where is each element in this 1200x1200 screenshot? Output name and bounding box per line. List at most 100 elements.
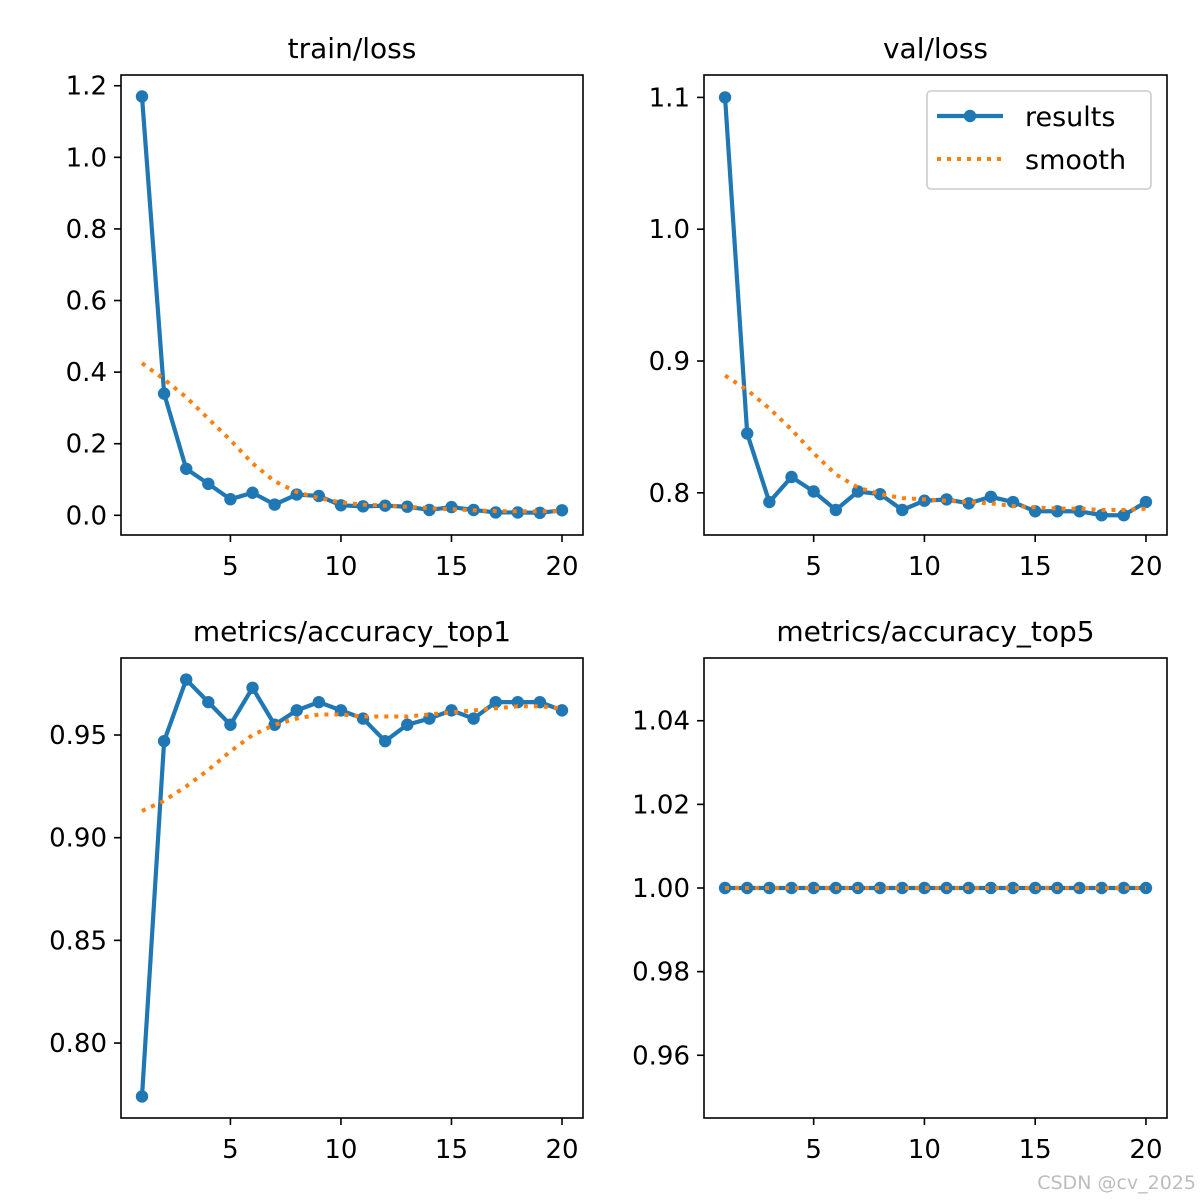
data-point-results — [873, 881, 887, 895]
data-point-results — [555, 504, 569, 517]
subplot-4: metrics/accuracy_top5 5 10 15 20 0.96 0.98 1.00… — [632, 615, 1168, 1165]
x-tick-label: 15 — [435, 552, 468, 582]
data-point-results — [1095, 509, 1108, 522]
data-point-results — [896, 503, 909, 517]
data-point-results — [740, 427, 754, 440]
y-tick-label: 0.80 — [49, 1029, 107, 1059]
plot-frame — [703, 74, 1168, 536]
x-tick-label: 5 — [222, 552, 239, 582]
y-tick-label: 0.0 — [66, 501, 107, 531]
legend: results smooth — [926, 90, 1152, 190]
x-tick-label: 5 — [805, 552, 822, 582]
data-point-results — [1117, 509, 1131, 522]
x-tick-label: 15 — [1019, 1135, 1052, 1165]
data-point-results — [984, 881, 998, 895]
data-point-results — [401, 500, 414, 513]
series-smooth-line — [140, 361, 563, 514]
series-results-line — [139, 96, 563, 515]
data-point-results — [489, 695, 502, 709]
y-tick-label: 1.0 — [649, 215, 690, 245]
subplot-title: metrics/accuracy_top1 — [193, 615, 511, 648]
subplot-title: val/loss — [883, 32, 988, 65]
subplot-1: train/loss 5 10 15 20 0.0 0.2 0.4 0.6 0.8 1.0 1.2 — [66, 32, 584, 582]
y-tick-label: 0.2 — [66, 430, 107, 460]
y-tick-label: 0.96 — [632, 1041, 690, 1071]
x-tick-label: 20 — [1129, 552, 1162, 582]
data-point-results — [180, 462, 193, 475]
y-tick-label: 1.1 — [649, 83, 690, 113]
data-point-results — [785, 881, 798, 895]
watermark: CSDN @cv_2025 — [1037, 1172, 1196, 1194]
data-point-results — [873, 487, 887, 501]
data-point-results — [135, 1090, 149, 1103]
data-point-results — [224, 493, 237, 506]
data-point-results — [807, 485, 820, 498]
series-results-line — [139, 677, 563, 1097]
y-tick-label: 0.90 — [49, 824, 107, 854]
x-tick-label: 10 — [324, 552, 357, 582]
data-point-results — [246, 486, 259, 499]
x-tick-label: 10 — [324, 1135, 357, 1165]
plot-frame — [120, 74, 584, 536]
x-tick-label: 20 — [545, 552, 578, 582]
data-point-results — [918, 881, 931, 895]
legend-smooth-label: smooth — [1025, 145, 1126, 176]
data-point-results — [1073, 881, 1086, 895]
y-tick-label: 0.6 — [66, 287, 107, 317]
legend-results-label: results — [1025, 102, 1115, 133]
data-point-results — [763, 881, 776, 895]
y-tick-label: 0.8 — [649, 479, 690, 509]
plot-frame — [703, 657, 1168, 1119]
series-smooth-line — [723, 373, 1147, 512]
data-point-results — [312, 695, 326, 709]
data-point-results — [984, 490, 998, 503]
y-tick-label: 0.98 — [632, 958, 690, 988]
data-point-results — [378, 734, 392, 748]
subplot-title: train/loss — [288, 32, 417, 65]
y-tick-label: 0.9 — [649, 347, 690, 377]
y-tick-label: 1.02 — [632, 790, 690, 820]
data-point-results — [467, 712, 480, 725]
data-point-results — [829, 503, 843, 517]
data-point-results — [401, 718, 414, 731]
x-tick-label: 10 — [908, 1135, 941, 1165]
data-point-results — [718, 91, 732, 104]
data-point-results — [896, 881, 909, 895]
data-point-results — [246, 681, 259, 694]
data-point-results — [356, 712, 370, 725]
subplot-title: metrics/accuracy_top5 — [776, 615, 1094, 648]
data-point-results — [202, 477, 215, 491]
x-tick-label: 5 — [805, 1135, 822, 1165]
subplot-2: val/loss 5 10 15 20 0.8 0.9 1.0 1.1 results smooth — [649, 32, 1168, 582]
x-tick-label: 15 — [1019, 552, 1052, 582]
data-point-results — [224, 718, 237, 731]
y-tick-label: 1.00 — [632, 874, 690, 904]
data-point-results — [290, 488, 303, 501]
legend-results-marker — [963, 109, 977, 123]
data-point-results — [718, 881, 732, 895]
data-point-results — [135, 90, 149, 103]
data-point-results — [180, 673, 193, 686]
data-point-results — [157, 734, 171, 748]
data-point-results — [1139, 881, 1153, 895]
subplot-3: metrics/accuracy_top1 5 10 15 20 0.80 0.85 0.90… — [49, 615, 584, 1165]
data-point-results — [268, 718, 281, 731]
data-point-results — [763, 495, 776, 509]
data-point-results — [290, 704, 303, 717]
x-tick-label: 15 — [435, 1135, 468, 1165]
plot-frame — [120, 657, 584, 1119]
data-point-results — [1095, 881, 1108, 895]
x-tick-label: 5 — [222, 1135, 239, 1165]
data-point-results — [555, 704, 569, 717]
y-tick-label: 0.95 — [49, 721, 107, 751]
data-point-results — [1006, 495, 1020, 509]
series-smooth-line — [141, 704, 563, 813]
y-tick-label: 0.8 — [66, 215, 107, 245]
y-tick-label: 1.2 — [66, 72, 107, 102]
y-tick-label: 1.0 — [66, 143, 107, 173]
data-point-results — [1139, 495, 1153, 509]
y-tick-label: 1.04 — [632, 707, 690, 737]
y-tick-label: 0.85 — [49, 926, 107, 956]
data-point-results — [851, 485, 865, 498]
